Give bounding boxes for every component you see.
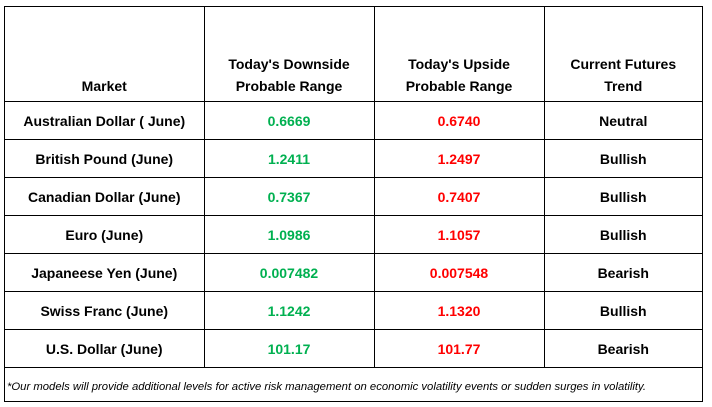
table-row: Euro (June) 1.0986 1.1057 Bullish	[5, 215, 702, 254]
table-row: British Pound (June) 1.2411 1.2497 Bullish	[5, 139, 702, 178]
footnote: *Our models will provide additional leve…	[7, 381, 646, 393]
ranges-table: Market Today's Downside Probable Range To…	[5, 7, 702, 368]
downside-cell: 101.17	[203, 329, 375, 368]
ranges-table-sheet: Market Today's Downside Probable Range To…	[4, 6, 703, 402]
trend-cell: Neutral	[543, 101, 702, 140]
header-trend: Current Futures Trend	[543, 7, 702, 102]
market-cell: Japaneese Yen (June)	[5, 253, 205, 292]
upside-cell: 0.007548	[373, 253, 545, 292]
downside-cell: 0.7367	[203, 177, 375, 216]
market-cell: Australian Dollar ( June)	[5, 101, 205, 140]
market-cell: U.S. Dollar (June)	[5, 329, 205, 368]
table-row: U.S. Dollar (June) 101.17 101.77 Bearish	[5, 329, 702, 368]
header-downside: Today's Downside Probable Range	[203, 7, 375, 102]
trend-cell: Bearish	[543, 329, 702, 368]
market-cell: Canadian Dollar (June)	[5, 177, 205, 216]
upside-cell: 0.7407	[373, 177, 545, 216]
downside-cell: 1.2411	[203, 139, 375, 178]
trend-cell: Bullish	[543, 215, 702, 254]
table-row: Swiss Franc (June) 1.1242 1.1320 Bullish	[5, 291, 702, 330]
upside-cell: 101.77	[373, 329, 545, 368]
trend-cell: Bullish	[543, 177, 702, 216]
downside-cell: 0.6669	[203, 101, 375, 140]
upside-cell: 0.6740	[373, 101, 545, 140]
market-cell: British Pound (June)	[5, 139, 205, 178]
downside-cell: 0.007482	[203, 253, 375, 292]
downside-cell: 1.0986	[203, 215, 375, 254]
table-row: Canadian Dollar (June) 0.7367 0.7407 Bullis…	[5, 177, 702, 216]
upside-cell: 1.1057	[373, 215, 545, 254]
table-row: Australian Dollar ( June) 0.6669 0.6740 Neu…	[5, 101, 702, 140]
header-market: Market	[5, 7, 205, 102]
table-row: Japaneese Yen (June) 0.007482 0.007548 Bear…	[5, 253, 702, 292]
trend-cell: Bullish	[543, 291, 702, 330]
upside-cell: 1.1320	[373, 291, 545, 330]
table-header-row: Market Today's Downside Probable Range To…	[5, 7, 702, 102]
downside-cell: 1.1242	[203, 291, 375, 330]
market-cell: Swiss Franc (June)	[5, 291, 205, 330]
header-upside: Today's Upside Probable Range	[373, 7, 545, 102]
market-cell: Euro (June)	[5, 215, 205, 254]
trend-cell: Bullish	[543, 139, 702, 178]
upside-cell: 1.2497	[373, 139, 545, 178]
trend-cell: Bearish	[543, 253, 702, 292]
